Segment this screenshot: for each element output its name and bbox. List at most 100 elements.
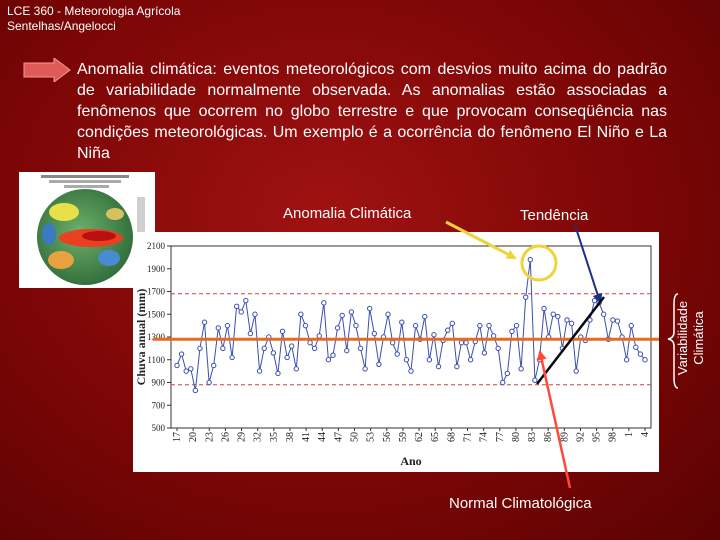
rainfall-data-point <box>490 333 497 339</box>
rainfall-data-point <box>316 333 322 339</box>
rainfall-data-point <box>367 305 373 312</box>
rainfall-data-point <box>564 317 570 323</box>
rainfall-data-point <box>362 366 368 372</box>
y-tick-label: 700 <box>152 400 166 410</box>
rainfall-data-point <box>206 379 212 386</box>
x-tick-label: 86 <box>543 432 554 442</box>
rainfall-data-point <box>412 322 419 329</box>
rainfall-data-point <box>321 300 327 306</box>
rainfall-data-point <box>357 345 364 352</box>
bullet-arrow-icon <box>23 58 71 82</box>
x-tick-label: 56 <box>382 432 393 442</box>
rainfall-data-point <box>298 311 304 317</box>
rainfall-data-point <box>224 322 231 329</box>
x-tick-label: 65 <box>430 432 441 442</box>
rainfall-data-point <box>307 339 313 346</box>
rainfall-data-point <box>426 357 433 363</box>
x-tick-label: 44 <box>317 432 328 442</box>
rainfall-data-point <box>339 312 345 319</box>
rainfall-data-point <box>573 368 579 374</box>
rainfall-data-point <box>559 345 566 352</box>
definition-text: Anomalia climática: eventos meteorológic… <box>77 61 667 162</box>
x-tick-label: 89 <box>559 432 570 442</box>
rainfall-chart-container: 500 700 900 1100 1300 1500 1700 1900 2100 17 20 23 2… <box>133 232 659 472</box>
y-tick-label: 1700 <box>147 287 166 297</box>
normal-climatology-label: Normal Climatológica <box>449 495 592 512</box>
rainfall-data-point <box>389 339 396 346</box>
rainfall-data-point <box>197 345 203 352</box>
rainfall-data-point <box>513 322 520 329</box>
rainfall-data-point <box>394 351 400 357</box>
rainfall-data-point <box>247 330 254 337</box>
x-tick-label: 53 <box>366 432 377 442</box>
x-tick-label: 1 <box>624 432 635 437</box>
rainfall-data-point <box>463 339 469 346</box>
x-tick-label: 74 <box>479 432 490 442</box>
rainfall-data-point <box>229 354 235 361</box>
x-tick-label: 77 <box>495 432 506 442</box>
rainfall-data-point <box>500 379 506 386</box>
rainfall-data-point <box>458 339 465 346</box>
rainfall-data-point <box>371 330 377 337</box>
rainfall-data-point <box>477 322 483 329</box>
trend-label: Tendência <box>520 207 589 224</box>
rainfall-data-point <box>536 357 543 363</box>
x-tick-label: 59 <box>398 432 409 442</box>
slide-header: LCE 360 - Meteorologia Agrícola Sentelha… <box>7 4 180 34</box>
rainfall-data-point <box>523 294 529 300</box>
rainfall-data-point <box>233 303 240 309</box>
rainfall-data-point <box>642 357 648 363</box>
rainfall-data-point <box>256 368 263 374</box>
x-tick-label: 32 <box>253 432 264 442</box>
rainfall-data-point <box>188 366 194 372</box>
x-tick-label: 29 <box>237 432 248 442</box>
rainfall-data-point <box>509 328 515 335</box>
rainfall-data-point <box>637 351 644 357</box>
anomaly-label: Anomalia Climática <box>283 205 412 222</box>
rainfall-data-point <box>596 300 602 306</box>
climate-variability-label: Variabilidade Climática <box>675 268 715 408</box>
rainfall-data-point <box>399 319 405 325</box>
rainfall-data-point <box>178 351 185 357</box>
x-tick-label: 98 <box>608 432 619 442</box>
rainfall-data-point <box>344 347 350 354</box>
x-tick-label: 95 <box>592 432 603 442</box>
rainfall-data-point <box>587 317 593 323</box>
rainfall-data-point <box>541 305 547 312</box>
rainfall-data-point <box>325 357 332 363</box>
rainfall-data-point <box>422 313 428 320</box>
rainfall-data-point <box>348 309 355 315</box>
rainfall-data-point <box>601 311 607 317</box>
x-axis-label: Ano <box>400 454 421 468</box>
rainfall-data-point <box>403 357 410 363</box>
rainfall-data-point <box>302 322 309 329</box>
x-tick-label: 20 <box>188 432 199 442</box>
y-tick-label: 1500 <box>147 309 166 319</box>
rainfall-data-point <box>215 325 221 331</box>
author-names: Sentelhas/Angelocci <box>7 19 116 33</box>
x-tick-label: 71 <box>462 432 473 442</box>
rainfall-data-point <box>201 319 208 325</box>
x-tick-label: 41 <box>301 432 312 442</box>
x-tick-label: 17 <box>172 432 183 442</box>
rainfall-data-point <box>334 325 341 331</box>
rainfall-data-point <box>614 318 621 324</box>
rainfall-data-point <box>623 357 630 363</box>
variability-label-line1: Variabilidade <box>675 300 690 376</box>
rainfall-data-point <box>591 297 598 304</box>
x-tick-label: 38 <box>285 432 296 442</box>
rainfall-data-point <box>192 387 199 394</box>
rainfall-data-point <box>495 345 501 352</box>
rainfall-data-point <box>518 366 524 372</box>
rainfall-data-point <box>211 362 217 369</box>
x-tick-label: 62 <box>414 432 425 442</box>
y-tick-label: 1900 <box>147 264 166 274</box>
x-tick-label: 50 <box>350 432 361 442</box>
course-title: LCE 360 - Meteorologia Agrícola <box>7 4 181 18</box>
rainfall-data-point <box>183 368 189 374</box>
rainfall-data-point <box>504 370 511 377</box>
x-tick-label: 35 <box>269 432 280 442</box>
rainfall-data-point <box>445 327 451 333</box>
rainfall-data-point <box>435 363 442 370</box>
x-tick-label: 47 <box>333 432 344 442</box>
